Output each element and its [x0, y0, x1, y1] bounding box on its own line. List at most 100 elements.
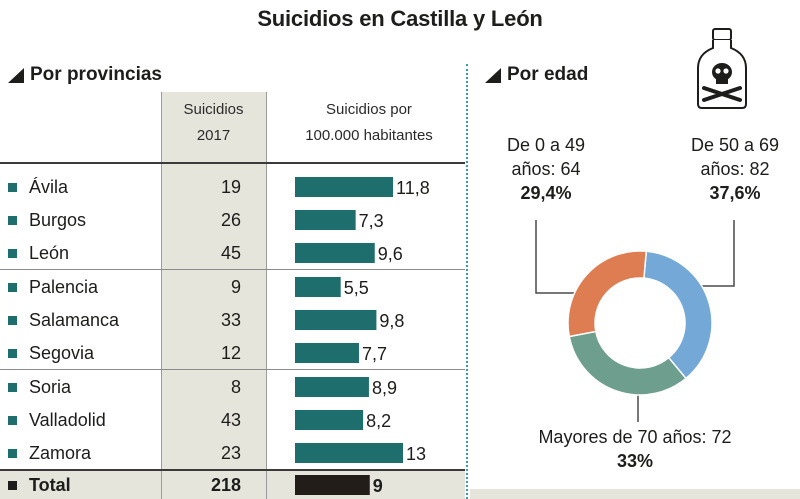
triangle-marker-icon — [485, 67, 501, 83]
age-label-50-69-line2: años: 82 — [700, 159, 770, 179]
group-divider-2 — [0, 369, 465, 370]
province-name: Zamora — [29, 442, 92, 463]
province-name: Palencia — [29, 276, 99, 297]
suicides-count: 33 — [220, 310, 241, 330]
legend-square-icon — [8, 382, 17, 392]
column-header-suicides-line1: Suicidios — [183, 101, 244, 118]
rate-value-label: 13 — [406, 444, 426, 464]
province-row-label: Soria — [8, 375, 71, 399]
total-rule — [0, 469, 465, 471]
rate-bar — [295, 310, 377, 330]
province-row-label: Burgos — [8, 208, 86, 232]
province-name: León — [29, 242, 70, 263]
total-rate-bar — [295, 475, 370, 495]
column-header-suicides-line2: 2017 — [196, 127, 231, 144]
rate-value-label: 7,3 — [359, 211, 384, 231]
triangle-marker-icon — [8, 67, 24, 83]
province-name: Ávila — [29, 176, 69, 197]
section-heading-age: Por edad — [485, 64, 588, 86]
province-name: Salamanca — [29, 309, 120, 330]
donut-slice-0-49 — [567, 250, 648, 338]
legend-square-icon — [8, 348, 17, 358]
poison-bottle-icon — [697, 28, 747, 109]
column-header-suicides: Suicidios 2017 — [161, 97, 266, 149]
column-divider-left — [161, 92, 162, 499]
suicides-count: 12 — [220, 343, 241, 363]
total-row-label: Total — [8, 473, 71, 497]
footer-band — [470, 489, 800, 499]
age-label-0-49-line2: años: 64 — [511, 159, 581, 179]
province-name: Segovia — [29, 342, 95, 363]
age-label-50-69-line1: De 50 a 69 — [690, 135, 780, 155]
age-label-70-plus-percent: 33% — [616, 451, 654, 471]
column-header-rate-line2: 100.000 habitantes — [305, 127, 433, 144]
legend-square-icon — [8, 248, 17, 258]
suicides-count: 9 — [230, 277, 241, 297]
rate-value-label: 8,2 — [366, 411, 391, 431]
total-row-background — [0, 470, 465, 499]
rate-bar — [295, 443, 403, 463]
donut-slice-50-69 — [643, 250, 713, 380]
age-label-0-49-percent: 29,4% — [520, 183, 572, 203]
age-label-0-49: De 0 a 49 años: 64 29,4% — [490, 133, 602, 205]
province-row-label: Valladolid — [8, 408, 106, 432]
rate-value-label: 8,9 — [372, 378, 397, 398]
age-label-0-49-line1: De 0 a 49 — [506, 135, 586, 155]
age-label-50-69: De 50 a 69 años: 82 37,6% — [673, 133, 797, 205]
province-row-label: Palencia — [8, 275, 98, 299]
province-name: Soria — [29, 376, 72, 397]
legend-square-icon — [8, 315, 17, 325]
section-heading-provinces: Por provincias — [8, 64, 162, 86]
legend-square-icon — [8, 215, 17, 225]
suicides-count: 45 — [220, 243, 241, 263]
age-label-70-plus-line1: Mayores de 70 años: 72 — [538, 427, 732, 447]
suicides-count: 8 — [230, 377, 241, 397]
province-row-label: Salamanca — [8, 308, 119, 332]
age-label-70-plus: Mayores de 70 años: 72 33% — [510, 425, 760, 473]
total-suicides-count: 218 — [210, 475, 241, 495]
section-divider — [466, 64, 468, 499]
suicides-count: 43 — [220, 410, 241, 430]
province-row-label: Zamora — [8, 441, 91, 465]
total-name: Total — [29, 474, 71, 495]
section-heading-provinces-text: Por provincias — [30, 64, 162, 85]
age-donut-chart — [567, 250, 713, 396]
total-rate-value-label: 9 — [373, 476, 383, 496]
suicides-count: 19 — [220, 177, 241, 197]
rate-bar — [295, 177, 394, 197]
section-heading-age-text: Por edad — [507, 64, 589, 85]
group-divider-1 — [0, 269, 465, 270]
province-row-label: Ávila — [8, 175, 68, 199]
province-name: Valladolid — [29, 409, 106, 430]
province-name: Burgos — [29, 209, 87, 230]
suicides-count: 26 — [220, 210, 241, 230]
age-label-50-69-percent: 37,6% — [709, 183, 761, 203]
province-row-label: Segovia — [8, 341, 94, 365]
legend-square-icon — [8, 182, 17, 192]
page-title: Suicidios en Castilla y León — [257, 6, 543, 31]
province-row-label: León — [8, 241, 69, 265]
column-header-rate: Suicidios por 100.000 habitantes — [273, 97, 465, 149]
table-header-rule — [0, 162, 465, 164]
legend-square-icon — [8, 480, 17, 490]
rate-value-label: 11,8 — [396, 178, 430, 198]
rate-bar — [295, 243, 375, 263]
rate-value-label: 5,5 — [344, 278, 369, 298]
rate-bar — [295, 377, 369, 397]
rate-value-label: 7,7 — [362, 344, 387, 364]
legend-square-icon — [8, 415, 17, 425]
column-divider-right — [266, 92, 267, 499]
legend-square-icon — [8, 282, 17, 292]
rate-bar — [295, 277, 341, 297]
donut-slice-70-plus — [568, 330, 687, 396]
suicides-column-background — [161, 92, 266, 499]
legend-square-icon — [8, 448, 17, 458]
column-header-rate-line1: Suicidios por — [326, 101, 412, 118]
suicides-count: 23 — [220, 443, 241, 463]
rate-value-label: 9,8 — [379, 311, 404, 331]
rate-bar — [295, 343, 359, 363]
rate-bar — [295, 410, 364, 430]
rate-value-label: 9,6 — [378, 244, 403, 264]
rate-bar — [295, 210, 356, 230]
